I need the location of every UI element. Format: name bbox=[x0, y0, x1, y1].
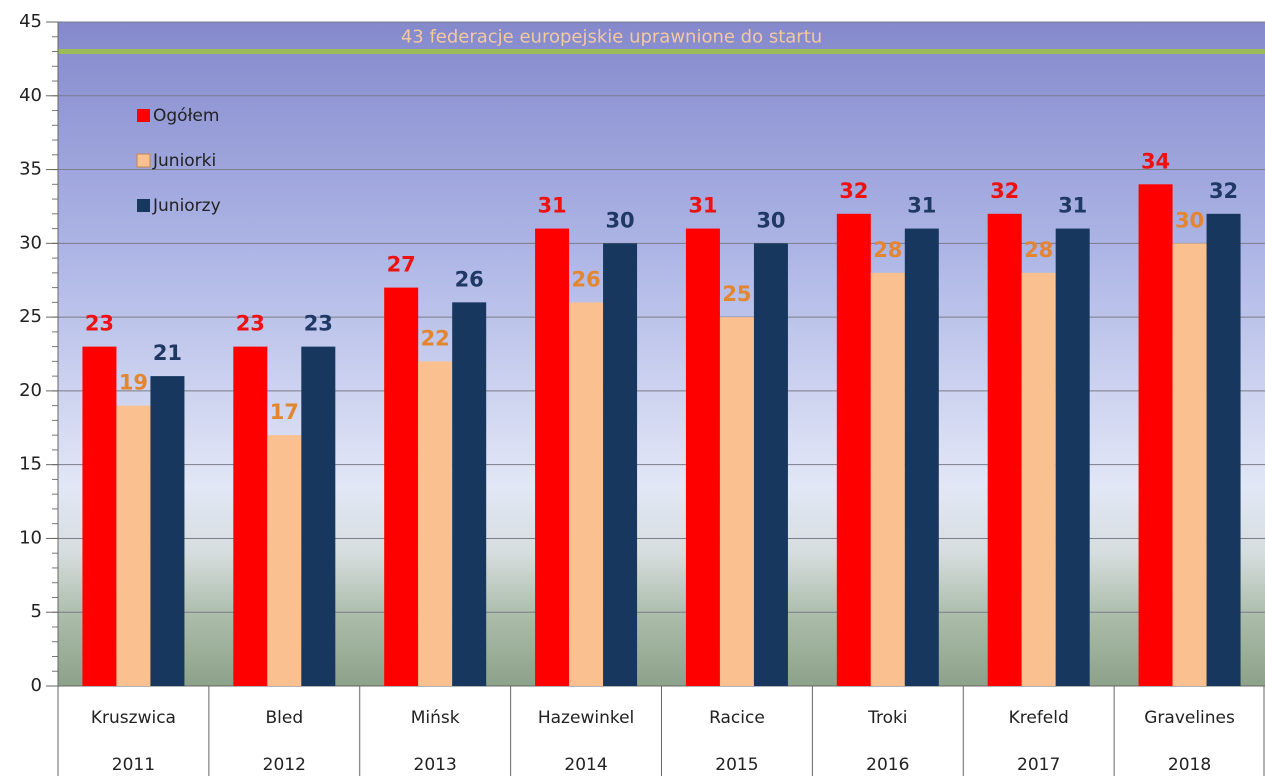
data-label: 23 bbox=[85, 312, 114, 336]
x-tick-label: Kruszwica bbox=[91, 708, 176, 728]
bar bbox=[301, 346, 336, 686]
bar bbox=[384, 287, 419, 686]
data-label: 28 bbox=[873, 238, 902, 262]
x-tick-label: 2014 bbox=[564, 755, 607, 775]
data-label: 31 bbox=[1058, 194, 1087, 218]
data-label: 34 bbox=[1141, 149, 1170, 173]
data-label: 28 bbox=[1024, 238, 1053, 262]
bar bbox=[1055, 228, 1090, 687]
y-tick-label: 35 bbox=[19, 159, 42, 180]
bar bbox=[418, 361, 453, 686]
bar bbox=[1172, 243, 1207, 687]
data-label: 32 bbox=[1209, 179, 1238, 203]
bar bbox=[452, 302, 487, 686]
data-label: 22 bbox=[421, 326, 450, 350]
data-label: 17 bbox=[270, 400, 299, 424]
bar bbox=[603, 243, 638, 687]
legend-label: Juniorzy bbox=[152, 196, 221, 216]
data-label: 19 bbox=[119, 371, 148, 395]
bar bbox=[1138, 184, 1173, 687]
legend-label: Juniorki bbox=[152, 151, 216, 171]
data-label: 32 bbox=[839, 179, 868, 203]
data-label: 27 bbox=[387, 253, 416, 277]
data-label: 30 bbox=[1175, 208, 1204, 232]
bar bbox=[904, 228, 939, 687]
data-label: 31 bbox=[537, 194, 566, 218]
legend-label: Ogółem bbox=[153, 106, 219, 126]
bar bbox=[569, 302, 604, 686]
legend-swatch bbox=[136, 153, 151, 168]
bar bbox=[233, 346, 268, 686]
bar bbox=[535, 228, 570, 687]
y-tick-label: 0 bbox=[31, 675, 42, 696]
data-label: 25 bbox=[722, 282, 751, 306]
data-label: 26 bbox=[455, 267, 484, 291]
data-label: 32 bbox=[990, 179, 1019, 203]
x-tick-label: Hazewinkel bbox=[538, 708, 634, 728]
x-tick-label: 2011 bbox=[112, 755, 155, 775]
data-label: 31 bbox=[907, 194, 936, 218]
y-tick-label: 20 bbox=[19, 380, 42, 401]
y-tick-label: 45 bbox=[19, 11, 42, 32]
y-tick-label: 25 bbox=[19, 306, 42, 327]
reference-label: 43 federacje europejskie uprawnione do s… bbox=[401, 27, 822, 48]
data-label: 26 bbox=[571, 267, 600, 291]
bar bbox=[719, 317, 754, 686]
data-label: 31 bbox=[688, 194, 717, 218]
bar bbox=[753, 243, 788, 687]
data-label: 23 bbox=[304, 312, 333, 336]
bar bbox=[987, 213, 1022, 687]
x-tick-label: 2016 bbox=[866, 755, 909, 775]
x-tick-label: Mińsk bbox=[411, 708, 460, 728]
x-tick-label: Krefeld bbox=[1009, 708, 1069, 728]
data-label: 21 bbox=[153, 341, 182, 365]
bar bbox=[685, 228, 720, 687]
y-tick-label: 5 bbox=[31, 601, 42, 622]
y-tick-label: 30 bbox=[19, 232, 42, 253]
bar bbox=[1206, 213, 1241, 687]
bar bbox=[836, 213, 871, 687]
bar bbox=[870, 272, 905, 686]
x-tick-label: 2017 bbox=[1017, 755, 1060, 775]
x-tick-label: 2015 bbox=[715, 755, 758, 775]
x-tick-label: Bled bbox=[265, 708, 303, 728]
data-label: 30 bbox=[756, 208, 785, 232]
x-tick-label: 2018 bbox=[1168, 755, 1211, 775]
bar bbox=[150, 376, 185, 686]
legend-swatch bbox=[137, 109, 150, 122]
legend-swatch bbox=[137, 199, 150, 212]
bar bbox=[116, 405, 151, 686]
bar bbox=[1021, 272, 1056, 686]
x-tick-label: Racice bbox=[709, 708, 765, 728]
bar bbox=[82, 346, 117, 686]
x-tick-label: 2012 bbox=[263, 755, 306, 775]
data-label: 30 bbox=[605, 208, 634, 232]
x-tick-label: Troki bbox=[867, 708, 907, 728]
x-tick-label: Gravelines bbox=[1144, 708, 1235, 728]
y-tick-label: 40 bbox=[19, 85, 42, 106]
bar bbox=[267, 435, 302, 686]
x-tick-label: 2013 bbox=[414, 755, 457, 775]
y-tick-label: 15 bbox=[19, 454, 42, 475]
data-label: 23 bbox=[236, 312, 265, 336]
y-tick-label: 10 bbox=[19, 527, 42, 548]
